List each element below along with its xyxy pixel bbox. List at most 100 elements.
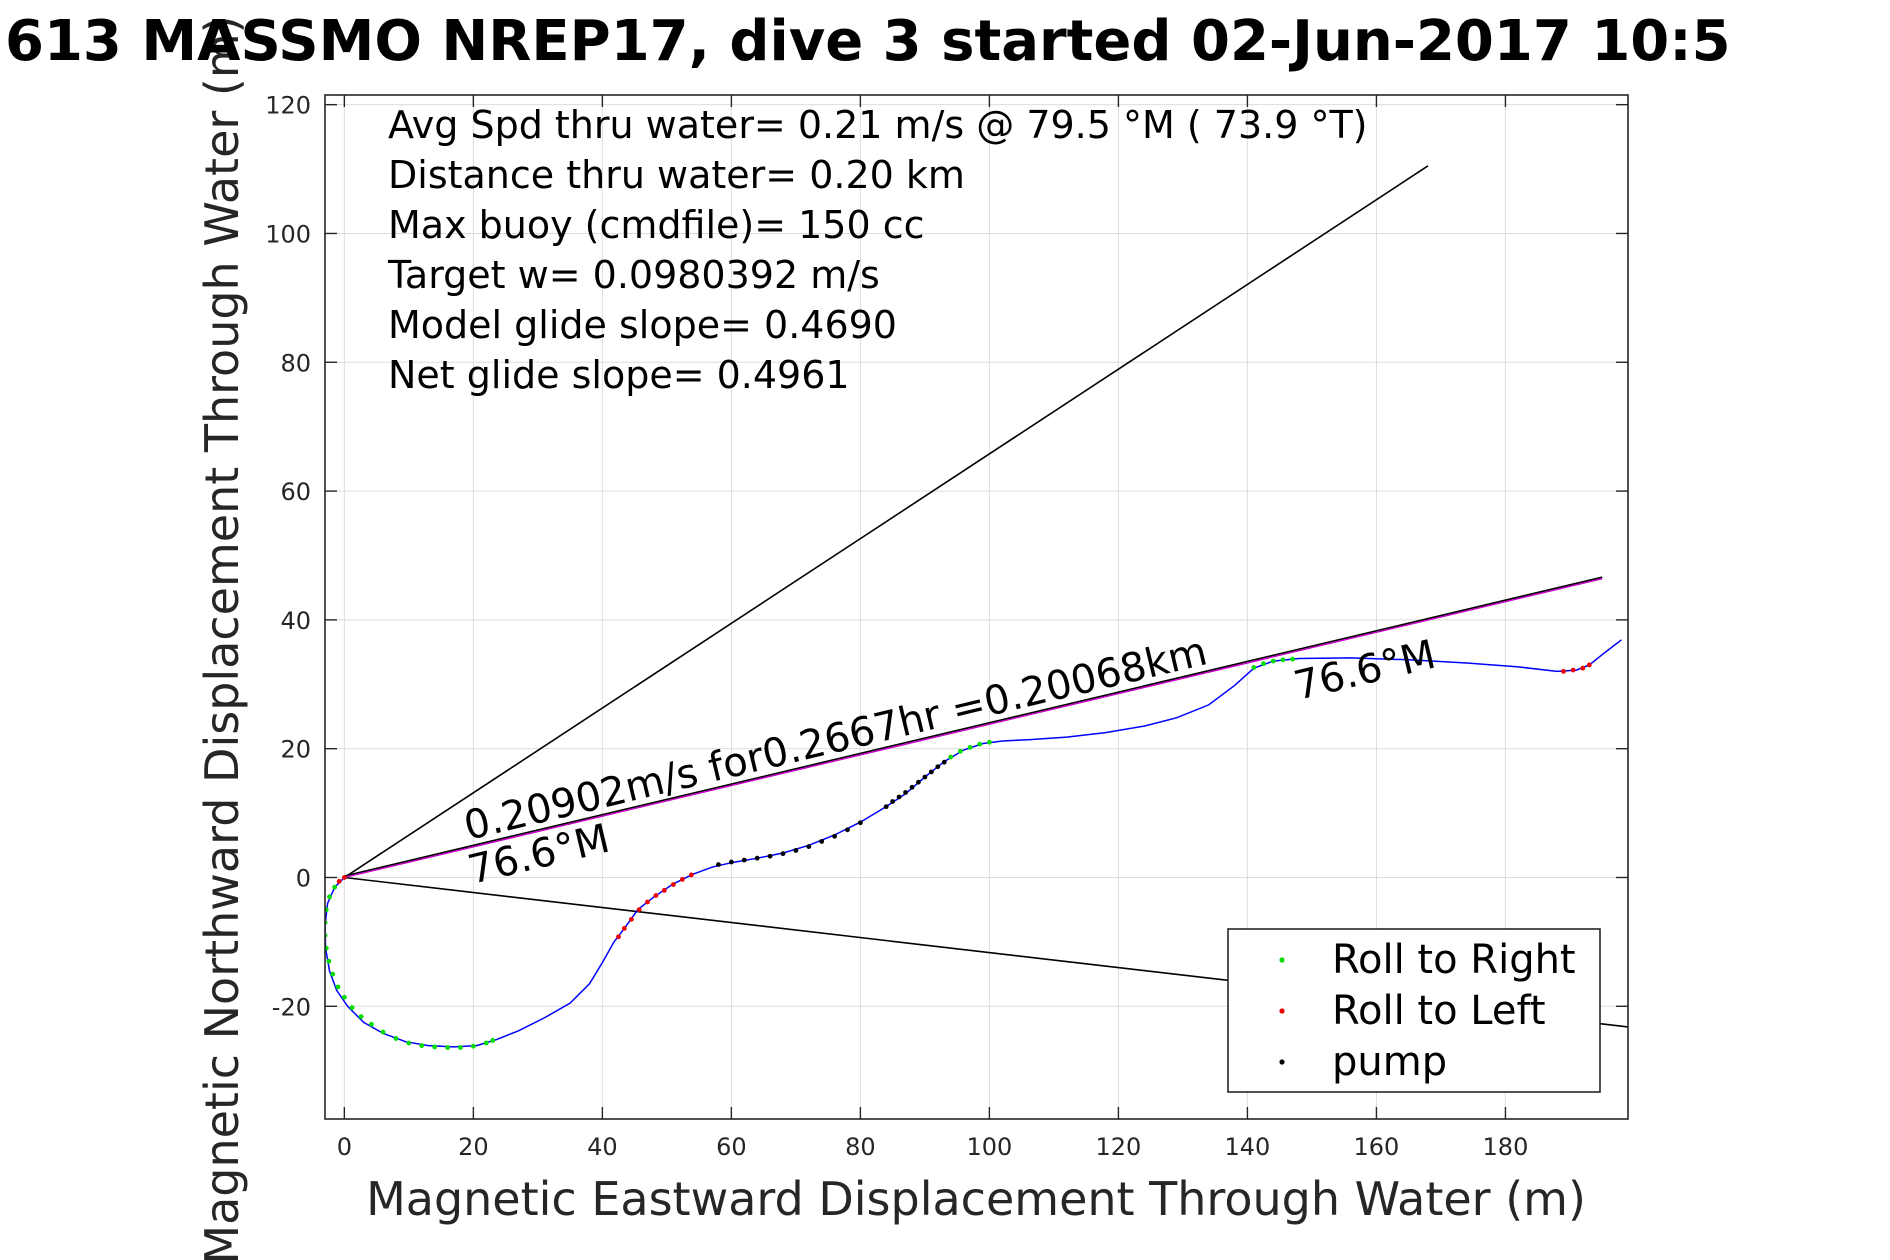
pump-marker — [728, 859, 734, 865]
roll-right-marker — [369, 1021, 374, 1027]
stats-block: Avg Spd thru water= 0.21 m/s @ 79.5 °M (… — [387, 103, 1368, 397]
x-tick-label: 140 — [1225, 1133, 1271, 1161]
pump-marker — [819, 839, 825, 844]
roll-right-marker — [349, 1005, 355, 1010]
roll-right-marker — [432, 1044, 438, 1050]
roll-left-marker — [661, 887, 667, 893]
roll-left-marker — [653, 893, 659, 898]
legend-label-roll-left: Roll to Left — [1332, 988, 1546, 1034]
y-tick-label: 100 — [265, 220, 311, 248]
roll-right-marker — [987, 739, 992, 745]
roll-right-marker — [977, 741, 983, 747]
chart-title: 613 MASSMO NREP17, dive 3 started 02-Jun… — [5, 9, 1731, 74]
stat-model-glide-slope: Model glide slope= 0.4690 — [388, 303, 897, 347]
y-tick-label: 20 — [280, 736, 311, 764]
roll-right-marker — [419, 1043, 425, 1048]
axis-ticks: 0 20 40 60 80 100 120 140 160 180 -20 0 20 40 60 80 100 1… — [265, 92, 1628, 1161]
roll-right-marker — [1290, 656, 1295, 662]
roll-right-marker — [470, 1043, 476, 1049]
roll-left-marker — [679, 877, 685, 882]
pump-marker — [832, 833, 837, 839]
pump-marker — [845, 827, 850, 833]
roll-right-marker — [967, 744, 973, 750]
y-tick-label: 0 — [296, 864, 311, 892]
roll-left-marker — [1561, 669, 1566, 674]
x-axis-label: Magnetic Eastward Displacement Through W… — [366, 1172, 1586, 1226]
roll-right-marker — [358, 1014, 364, 1019]
pump-marker — [883, 804, 889, 810]
pump-marker — [741, 857, 747, 863]
stat-net-glide-slope: Net glide slope= 0.4961 — [388, 353, 850, 397]
pump-marker — [935, 764, 941, 770]
roll-right-marker — [406, 1040, 412, 1046]
roll-left-marker — [1580, 665, 1586, 671]
pump-marker — [941, 759, 947, 765]
pump-marker — [806, 844, 812, 849]
pump-marker — [909, 784, 915, 790]
roll-right-marker — [1280, 657, 1286, 663]
pump-marker — [767, 853, 773, 859]
roll-left-marker — [628, 916, 634, 922]
roll-left-marker — [616, 934, 621, 940]
roll-left-marker — [621, 925, 627, 931]
x-tick-label: 160 — [1354, 1133, 1400, 1161]
roll-right-marker — [327, 894, 332, 900]
pump-marker — [716, 862, 721, 868]
y-tick-label: 120 — [265, 92, 311, 120]
legend: Roll to Right Roll to Left pump — [1227, 928, 1601, 1093]
legend-label-roll-right: Roll to Right — [1332, 937, 1576, 983]
legend-marker-roll-right — [1279, 957, 1285, 963]
y-tick-label: 80 — [280, 349, 311, 377]
pump-marker — [793, 848, 799, 853]
legend-marker-pump — [1279, 1059, 1285, 1065]
roll-right-marker — [330, 971, 336, 977]
legend-marker-roll-left — [1279, 1008, 1285, 1014]
pump-marker — [780, 851, 786, 857]
roll-right-marker — [948, 754, 954, 760]
stat-distance: Distance thru water= 0.20 km — [388, 153, 965, 197]
x-tick-label: 60 — [716, 1133, 747, 1161]
pump-marker — [857, 820, 863, 826]
stat-target-w: Target w= 0.0980392 m/s — [387, 253, 880, 297]
y-tick-label: 60 — [280, 478, 311, 506]
x-tick-label: 20 — [458, 1133, 489, 1161]
roll-left-marker — [1570, 667, 1576, 673]
pump-marker — [890, 799, 896, 804]
pump-marker — [754, 855, 760, 861]
pump-marker — [928, 769, 934, 775]
x-tick-label: 120 — [1096, 1133, 1142, 1161]
roll-right-marker — [332, 884, 338, 890]
pump-marker — [896, 794, 902, 800]
net-direction-line-black — [344, 576, 1603, 877]
roll-right-marker — [1251, 665, 1257, 670]
legend-label-pump: pump — [1332, 1039, 1447, 1085]
roll-right-marker — [325, 945, 329, 951]
y-axis-label: Magnetic Northward Displacement Through … — [195, 15, 249, 1260]
x-tick-label: 0 — [337, 1133, 352, 1161]
pump-marker — [903, 790, 908, 795]
stat-max-buoy: Max buoy (cmdfile)= 150 cc — [388, 203, 925, 247]
x-tick-label: 40 — [587, 1133, 618, 1161]
roll-right-marker — [1270, 658, 1276, 664]
pump-marker — [916, 779, 921, 785]
x-tick-label: 180 — [1483, 1133, 1529, 1161]
roll-left-marker — [1586, 662, 1592, 668]
roll-left-marker — [336, 878, 342, 884]
track-markers — [325, 656, 1592, 1050]
x-tick-label: 80 — [845, 1133, 876, 1161]
pump-marker — [922, 774, 928, 780]
x-tick-label: 100 — [966, 1133, 1012, 1161]
roll-left-marker — [341, 875, 347, 880]
roll-right-marker — [445, 1045, 450, 1050]
roll-right-marker — [458, 1045, 463, 1050]
axes-frame — [324, 94, 1629, 1120]
roll-left-marker — [636, 907, 642, 913]
roll-right-marker — [326, 958, 332, 964]
roll-right-marker — [957, 748, 963, 754]
roll-right-marker — [380, 1029, 386, 1035]
roll-right-marker — [1261, 661, 1266, 667]
roll-right-marker — [393, 1036, 399, 1041]
roll-right-marker — [341, 994, 347, 1000]
legend-box — [1227, 928, 1601, 1093]
